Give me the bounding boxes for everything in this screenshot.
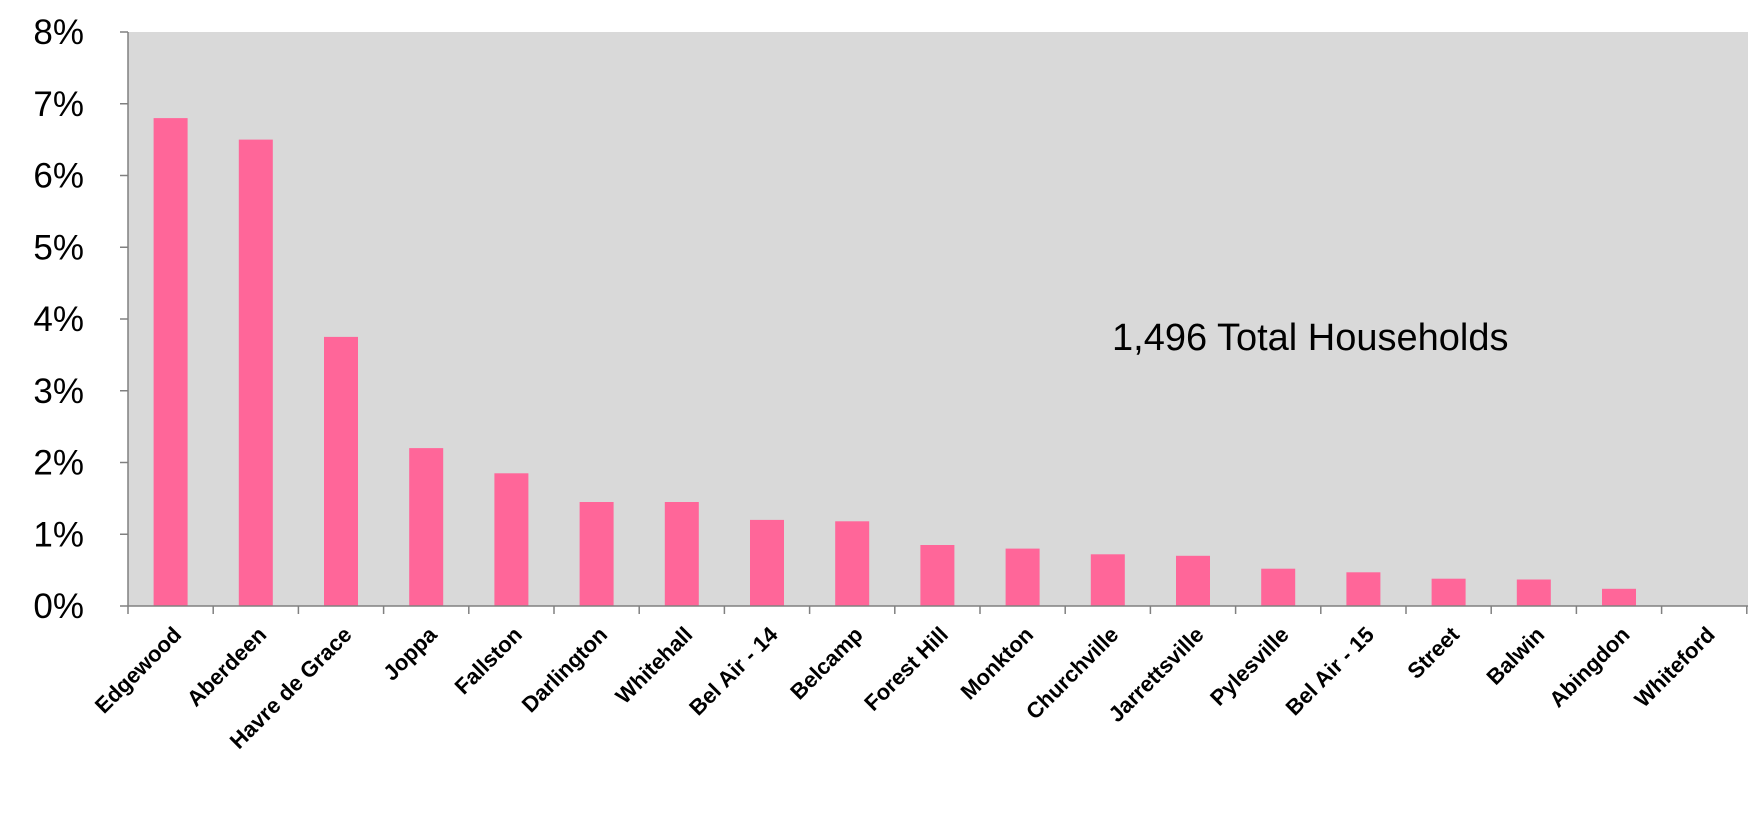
y-tick-label: 3% [33, 372, 84, 411]
x-tick-label: Bel Air - 14 [684, 621, 783, 720]
bar-darlington [579, 502, 614, 606]
bar-fallston [494, 473, 529, 606]
x-tick-label: Joppa [378, 621, 442, 685]
bar-pylesville [1261, 568, 1296, 606]
x-tick-label: Forest Hill [859, 622, 953, 716]
x-tick-label: Pylesville [1205, 622, 1294, 711]
y-axis-ticks: 0% 1% 2% 3% 4% 5% 6% 7% 8% [33, 13, 128, 626]
bar-street [1431, 578, 1466, 606]
y-tick-label: 7% [33, 85, 84, 124]
x-tick-label: Whiteford [1629, 622, 1719, 712]
x-tick-label: Edgewood [90, 622, 186, 718]
y-tick-label: 4% [33, 300, 84, 339]
x-tick-label: Monkton [956, 622, 1038, 704]
x-tick-label: Darlington [517, 622, 612, 717]
y-tick-label: 2% [33, 444, 84, 483]
bar-forest-hill [920, 545, 955, 606]
bar-balwin [1516, 579, 1551, 606]
bar-whitehall [664, 502, 699, 606]
bar-bel-air-14 [750, 519, 784, 606]
x-tick-label: Whitehall [611, 622, 698, 709]
y-tick-label: 6% [33, 157, 84, 196]
x-tick-label: Belcamp [785, 622, 868, 705]
bar-monkton [1005, 548, 1040, 606]
x-tick-label: Bel Air - 15 [1281, 622, 1379, 720]
x-tick-label: Fallston [450, 622, 527, 699]
x-tick-label: Abingdon [1544, 622, 1634, 712]
bar-group [153, 118, 1636, 606]
x-tick-label: Balwin [1482, 622, 1550, 690]
y-tick-label: 0% [33, 587, 84, 626]
bar-havre-de-grace [324, 336, 358, 606]
bar-joppa [409, 448, 444, 606]
bar-edgewood [153, 118, 188, 606]
y-tick-label: 1% [33, 515, 84, 554]
bar-churchville [1090, 554, 1125, 606]
bar-bel-air-15 [1346, 572, 1381, 606]
bar-abingdon [1602, 588, 1636, 606]
total-households-annotation: 1,496 Total Households [1112, 317, 1508, 359]
bar-belcamp [835, 521, 870, 606]
x-tick-label: Street [1402, 621, 1464, 683]
plot-area [128, 32, 1748, 606]
y-tick-label: 8% [33, 13, 84, 52]
x-tick-label: Aberdeen [182, 622, 271, 711]
bar-aberdeen [238, 139, 273, 606]
y-tick-label: 5% [33, 228, 84, 267]
bar-jarrettsville [1176, 555, 1210, 606]
